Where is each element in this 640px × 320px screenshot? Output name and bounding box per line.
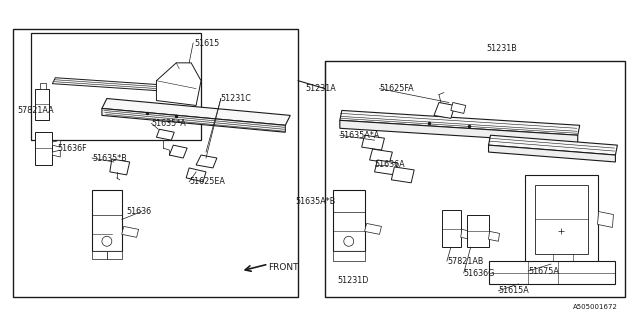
Polygon shape bbox=[461, 229, 472, 239]
Polygon shape bbox=[467, 214, 488, 247]
Text: FRONT: FRONT bbox=[268, 263, 299, 272]
Text: 51231B: 51231B bbox=[486, 44, 517, 53]
Text: 51675A: 51675A bbox=[528, 267, 559, 276]
Polygon shape bbox=[451, 102, 466, 113]
Polygon shape bbox=[110, 159, 130, 175]
Polygon shape bbox=[434, 102, 455, 118]
Polygon shape bbox=[333, 190, 365, 251]
Polygon shape bbox=[325, 61, 625, 297]
Polygon shape bbox=[31, 33, 201, 140]
Polygon shape bbox=[488, 135, 618, 155]
Polygon shape bbox=[102, 99, 291, 125]
Text: 57821AB: 57821AB bbox=[447, 257, 483, 266]
Polygon shape bbox=[52, 150, 60, 157]
Polygon shape bbox=[170, 145, 187, 158]
Polygon shape bbox=[369, 149, 392, 163]
Circle shape bbox=[102, 236, 112, 246]
Text: 57821AA: 57821AA bbox=[18, 106, 54, 115]
Polygon shape bbox=[122, 227, 139, 237]
Polygon shape bbox=[488, 145, 616, 162]
Polygon shape bbox=[52, 140, 60, 147]
Polygon shape bbox=[186, 168, 206, 182]
Polygon shape bbox=[365, 223, 381, 234]
Circle shape bbox=[344, 236, 354, 246]
Polygon shape bbox=[535, 185, 588, 254]
Polygon shape bbox=[442, 210, 461, 247]
Polygon shape bbox=[102, 108, 285, 132]
Polygon shape bbox=[598, 212, 613, 228]
Text: A505001672: A505001672 bbox=[573, 304, 618, 310]
Text: 51636F: 51636F bbox=[58, 144, 87, 153]
Text: 51615: 51615 bbox=[194, 38, 220, 48]
Polygon shape bbox=[340, 120, 578, 143]
Polygon shape bbox=[392, 167, 414, 183]
Text: 51636G: 51636G bbox=[464, 268, 495, 277]
Polygon shape bbox=[40, 83, 46, 89]
Text: 51615A: 51615A bbox=[499, 286, 529, 295]
Text: 51636A: 51636A bbox=[374, 160, 405, 170]
Polygon shape bbox=[92, 190, 122, 251]
Polygon shape bbox=[35, 132, 52, 165]
Polygon shape bbox=[525, 175, 598, 264]
Polygon shape bbox=[156, 63, 201, 106]
Polygon shape bbox=[13, 29, 298, 297]
Polygon shape bbox=[340, 110, 580, 135]
Polygon shape bbox=[52, 78, 189, 92]
Text: 51636: 51636 bbox=[127, 207, 152, 216]
Polygon shape bbox=[362, 135, 385, 150]
Polygon shape bbox=[333, 251, 365, 261]
Text: 51231A: 51231A bbox=[305, 84, 336, 93]
Text: 51231D: 51231D bbox=[338, 276, 369, 285]
Text: 51635A*B: 51635A*B bbox=[295, 197, 335, 206]
Text: 51231C: 51231C bbox=[221, 94, 252, 103]
Text: 51635A*A: 51635A*A bbox=[340, 131, 380, 140]
Polygon shape bbox=[488, 231, 499, 241]
Polygon shape bbox=[196, 155, 217, 168]
Text: 51625EA: 51625EA bbox=[189, 177, 225, 186]
Text: 51635*B: 51635*B bbox=[92, 154, 127, 163]
Polygon shape bbox=[92, 251, 107, 259]
Polygon shape bbox=[107, 251, 122, 259]
Polygon shape bbox=[488, 261, 616, 284]
Text: 51635*A: 51635*A bbox=[152, 119, 186, 128]
Polygon shape bbox=[156, 129, 174, 140]
Polygon shape bbox=[374, 160, 397, 175]
Text: 51625FA: 51625FA bbox=[380, 84, 414, 93]
Polygon shape bbox=[35, 89, 49, 120]
